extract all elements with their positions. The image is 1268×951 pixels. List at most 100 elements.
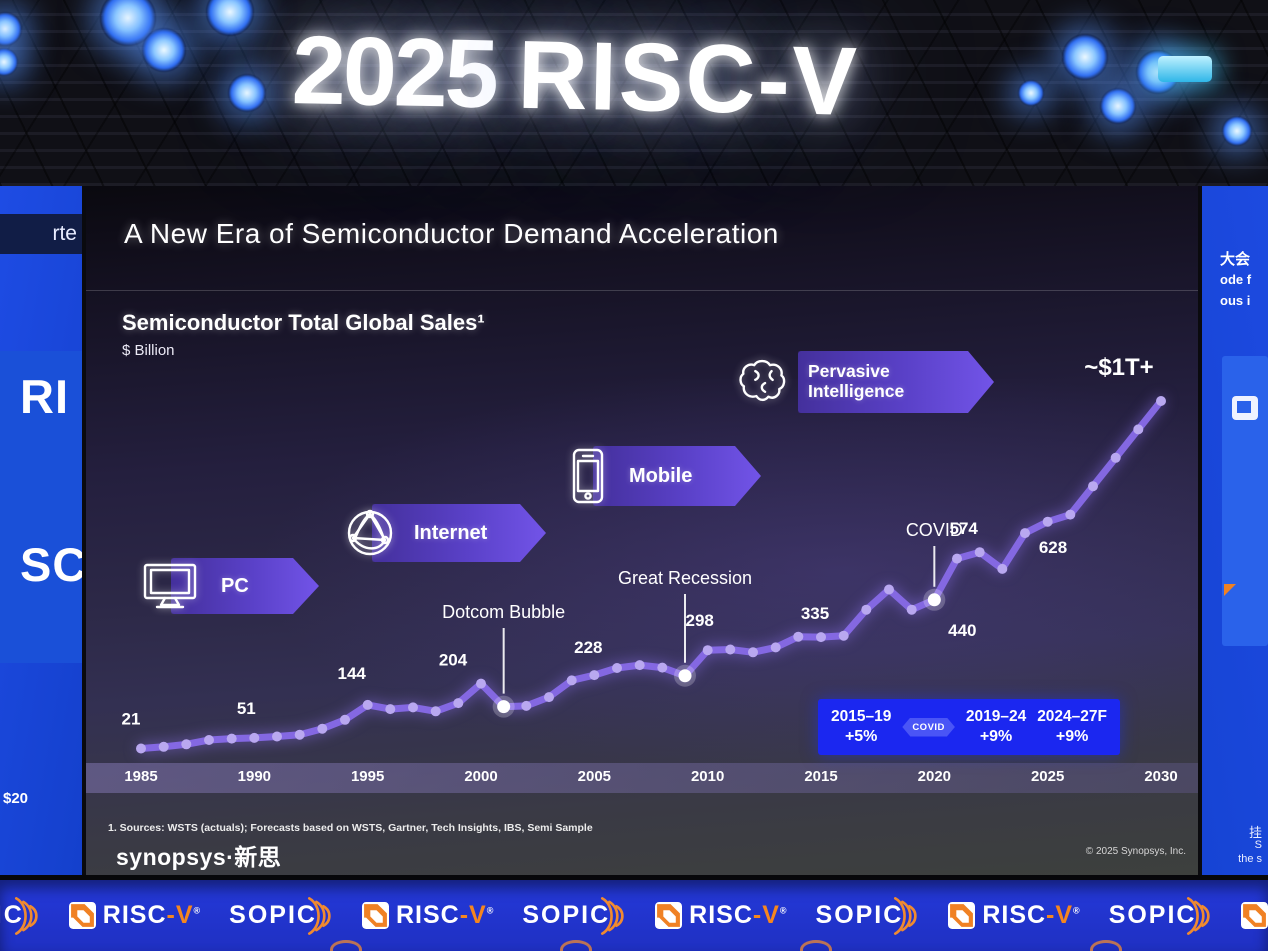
data-point <box>612 663 622 673</box>
sopic-logo: SOPIC <box>816 893 921 939</box>
stage-light <box>0 48 18 76</box>
stage-light <box>1100 88 1136 124</box>
data-point <box>770 642 781 653</box>
data-label: 51 <box>237 699 256 718</box>
sopic-logo: SOPIC <box>0 893 41 939</box>
data-point <box>952 553 962 564</box>
data-point <box>816 632 826 643</box>
growth-period: 2019–24 <box>965 708 1027 726</box>
stage-light <box>142 28 186 72</box>
data-point <box>521 700 532 711</box>
axis-tick: 2005 <box>577 768 612 785</box>
data-point <box>838 630 849 641</box>
pennant-shape <box>593 446 761 506</box>
axis-tick: 2010 <box>690 768 725 785</box>
data-point <box>861 604 872 615</box>
data-point <box>317 723 328 734</box>
event-dot <box>927 593 941 607</box>
milestone-badge-pc: PC <box>141 558 319 614</box>
riscv-logo: RISC-V® <box>1241 901 1268 930</box>
left-side-screen: rte RI SC $20 <box>0 186 82 875</box>
stage-light <box>228 74 266 112</box>
riscv-logo-mark <box>68 902 96 929</box>
growth-rate: +9% <box>1055 727 1089 745</box>
copyright-notice: © 2025 Synopsys, Inc. <box>1085 846 1186 857</box>
data-point <box>634 660 645 671</box>
growth-col: 2015–19 +5% <box>831 707 891 746</box>
riscv-logo: RISC-V® <box>655 901 787 930</box>
data-label: 204 <box>439 651 468 670</box>
data-label: 144 <box>338 664 367 683</box>
data-point <box>340 714 350 725</box>
sopic-logo: SOPIC <box>229 893 334 939</box>
sopic-wordmark: SOPIC <box>1108 901 1197 929</box>
sopic-swoosh-icon <box>1187 896 1211 935</box>
left-screen-big-text: SC <box>20 538 82 591</box>
stage-light <box>1018 80 1044 106</box>
orange-accent <box>1224 584 1236 596</box>
data-point <box>1020 528 1030 539</box>
axis-tick: 1990 <box>237 768 272 785</box>
data-point <box>1110 452 1121 463</box>
data-point <box>566 675 577 686</box>
milestone-badge-internet: Internet <box>344 504 546 562</box>
milestone-label: PC <box>221 574 249 597</box>
right-screen-text: ode f <box>1220 272 1252 287</box>
growth-period: 2024–27F <box>1037 708 1107 726</box>
data-point <box>408 702 418 713</box>
growth-rate: +5% <box>844 727 878 745</box>
data-point <box>272 731 282 742</box>
axis-tick: 2025 <box>1030 768 1065 785</box>
sales-chart: Dotcom Bubble Great Recession COVID 21 51 144… <box>122 354 1166 754</box>
banner-second-row-swoosh <box>1090 940 1122 951</box>
right-screen-bottom-text: 挂 <box>1248 825 1262 840</box>
synopsys-logo: synopsys·新思 <box>116 844 282 870</box>
right-screen-bottom-text: the s <box>1238 853 1262 865</box>
smartphone-icon <box>569 447 607 505</box>
data-label: 335 <box>801 604 829 623</box>
event-annotation: Dotcom Bubble <box>442 602 565 622</box>
data-point <box>997 563 1008 574</box>
stage-light <box>1062 34 1108 80</box>
banner-second-row-swoosh <box>330 940 362 951</box>
sopic-swoosh-icon <box>601 896 624 935</box>
stage-light <box>0 12 22 46</box>
sopic-swoosh-icon <box>14 896 38 935</box>
data-point <box>453 698 464 709</box>
data-point <box>1088 481 1098 492</box>
riscv-logo-mark <box>655 902 683 929</box>
event-annotation: COVID <box>906 520 963 540</box>
milestone-label: Internet <box>414 521 488 544</box>
left-screen-panel: RI SC <box>0 351 82 663</box>
data-point <box>204 735 214 745</box>
milestone-badge-pervasive-intelligence: Pervasive Intelligence <box>736 351 994 413</box>
data-point <box>906 604 917 615</box>
riscv-wordmark: RISC-V® <box>395 901 495 929</box>
presentation-slide: A New Era of Semiconductor Demand Accele… <box>86 186 1198 875</box>
right-screen-text: 大会 <box>1220 251 1251 268</box>
event-annotation: Great Recession <box>618 568 752 588</box>
data-point <box>1156 396 1166 406</box>
axis-tick: 2015 <box>804 768 838 785</box>
sopic-swoosh-icon <box>894 896 917 935</box>
data-point <box>657 662 668 673</box>
growth-rate: +9% <box>979 727 1013 745</box>
axis-tick: 1995 <box>350 768 385 785</box>
right-side-screen: 大会 ode f ous i 挂 S the s <box>1202 186 1268 875</box>
left-screen-big-text: RI <box>20 370 69 423</box>
data-point <box>226 733 237 744</box>
data-point <box>884 584 894 595</box>
milestone-label: Mobile <box>629 464 693 487</box>
data-label: 228 <box>574 638 602 657</box>
data-label: 440 <box>948 621 976 640</box>
sales-line <box>137 397 1165 752</box>
data-point <box>589 670 600 681</box>
partial-logo-mark <box>1232 396 1258 420</box>
event-sign: 2025 RISC-V <box>291 14 860 138</box>
globe-icon <box>344 507 396 559</box>
data-point <box>476 678 486 689</box>
right-screen-bottom-text: S <box>1254 839 1262 851</box>
axis-tick: 1985 <box>124 768 158 785</box>
title-divider <box>86 290 1198 291</box>
